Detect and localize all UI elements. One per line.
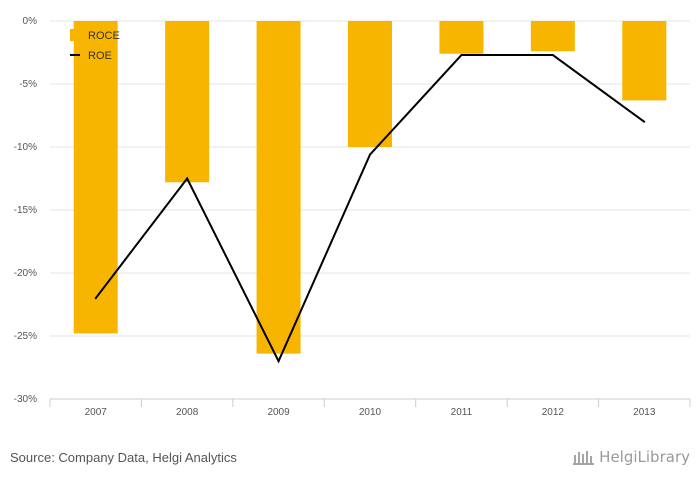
x-tick-label: 2007 xyxy=(85,407,108,418)
roe-point xyxy=(94,297,97,300)
roe-point xyxy=(551,54,554,57)
y-tick-label: -20% xyxy=(14,268,37,279)
roce-bars xyxy=(73,21,667,354)
source-note: Source: Company Data, Helgi Analytics xyxy=(10,450,237,465)
library-building-icon xyxy=(573,449,595,465)
legend: ROCE ROE xyxy=(70,29,120,62)
roe-point xyxy=(186,177,189,180)
x-tick-label: 2008 xyxy=(176,407,199,418)
roce-bar xyxy=(622,21,667,101)
x-tick-label: 2013 xyxy=(633,407,656,418)
roe-point xyxy=(277,360,280,363)
roce-bar xyxy=(73,21,118,334)
chart: 0%-5%-10%-15%-20%-25%-30% 2007 2008 2009 20… xyxy=(14,16,691,418)
legend-roe-label: ROE xyxy=(88,50,112,62)
y-tick-label: 0% xyxy=(23,16,38,27)
y-tick-label: -5% xyxy=(19,79,37,90)
helgi-library-logo: HelgiLibrary xyxy=(573,448,690,466)
roce-bar xyxy=(165,21,210,183)
roce-bar xyxy=(348,21,392,147)
x-tick-label: 2009 xyxy=(267,407,290,418)
roce-bar xyxy=(256,21,301,354)
x-tick-label: 2012 xyxy=(542,407,565,418)
y-tick-label: -25% xyxy=(14,331,37,342)
roce-bar xyxy=(439,21,484,54)
y-tick-label: -30% xyxy=(14,394,37,405)
y-tick-label: -15% xyxy=(14,205,37,216)
x-axis: 2007 2008 2009 2010 2011 2012 2013 xyxy=(49,398,691,418)
roe-point xyxy=(643,120,646,123)
logo-text: HelgiLibrary xyxy=(599,448,690,466)
legend-roce-swatch xyxy=(70,29,80,41)
legend-roce-label: ROCE xyxy=(88,30,120,42)
x-tick-label: 2011 xyxy=(451,407,473,418)
roe-point xyxy=(460,54,463,57)
roe-line xyxy=(94,54,646,364)
x-tick-label: 2010 xyxy=(359,407,382,418)
y-axis: 0% -5% -10% -15% -20% -25% -30% xyxy=(14,16,37,405)
roce-bar xyxy=(530,21,575,52)
y-tick-label: -10% xyxy=(14,142,37,153)
roe-point xyxy=(369,153,371,156)
